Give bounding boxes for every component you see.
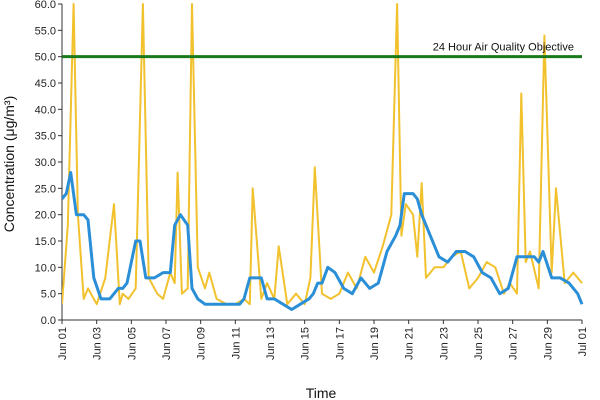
x-tick-label: Jun 25 (473, 327, 485, 360)
x-tick-label: Jun 21 (404, 327, 416, 360)
x-tick-label: Jun 05 (126, 327, 138, 360)
y-tick-label: 35.0 (35, 131, 56, 143)
x-axis: Jun 01 Jun 03 Jun 05 Jun 07 Jun 09 Jun 11 Jun … (57, 319, 589, 360)
x-tick-label: Jun 15 (300, 327, 312, 360)
x-tick-label: Jun 17 (334, 327, 346, 360)
y-tick-label: 25.0 (35, 183, 56, 195)
y-tick-label: 50.0 (35, 52, 56, 64)
running-mean-line (62, 171, 584, 311)
series-layer (62, 3, 584, 311)
series-running-mean (62, 171, 584, 311)
x-axis-title: Time (306, 385, 337, 400)
y-tick-label: 60.0 (35, 0, 56, 11)
x-tick-label: Jun 07 (161, 327, 173, 360)
y-tick-label: 5.0 (41, 289, 56, 301)
y-axis: 0.0 5.0 10.0 15.0 20.0 25.0 30.0 35.0 40.0 45.0 50… (35, 0, 63, 327)
x-tick-label: Jun 09 (196, 327, 208, 360)
x-tick-label: Jun 23 (438, 327, 450, 360)
x-tick-label: Jun 11 (230, 327, 242, 359)
reference-line-layer: 24 Hour Air Quality Objective (62, 42, 582, 59)
y-axis-title: Concentration (μg/m³) (1, 96, 17, 232)
x-tick-label: Jun 29 (542, 327, 554, 360)
x-tick-label: Jun 19 (369, 327, 381, 360)
hourly-line (62, 3, 583, 306)
x-tick-label: Jun 01 (57, 327, 69, 360)
x-tick-label: Jul 01 (577, 327, 589, 356)
y-tick-label: 40.0 (35, 104, 56, 116)
reference-line-label: 24 Hour Air Quality Objective (433, 42, 574, 54)
y-tick-label: 55.0 (35, 25, 56, 37)
y-tick-label: 30.0 (35, 157, 56, 169)
y-tick-label: 15.0 (35, 236, 56, 248)
y-tick-label: 10.0 (35, 262, 56, 274)
y-tick-label: 45.0 (35, 78, 56, 90)
y-tick-label: 0.0 (41, 315, 56, 327)
series-hourly (62, 3, 583, 306)
x-tick-label: Jun 03 (92, 327, 104, 360)
x-tick-label: Jun 27 (508, 327, 520, 360)
x-tick-label: Jun 13 (265, 327, 277, 360)
y-tick-label: 20.0 (35, 210, 56, 222)
